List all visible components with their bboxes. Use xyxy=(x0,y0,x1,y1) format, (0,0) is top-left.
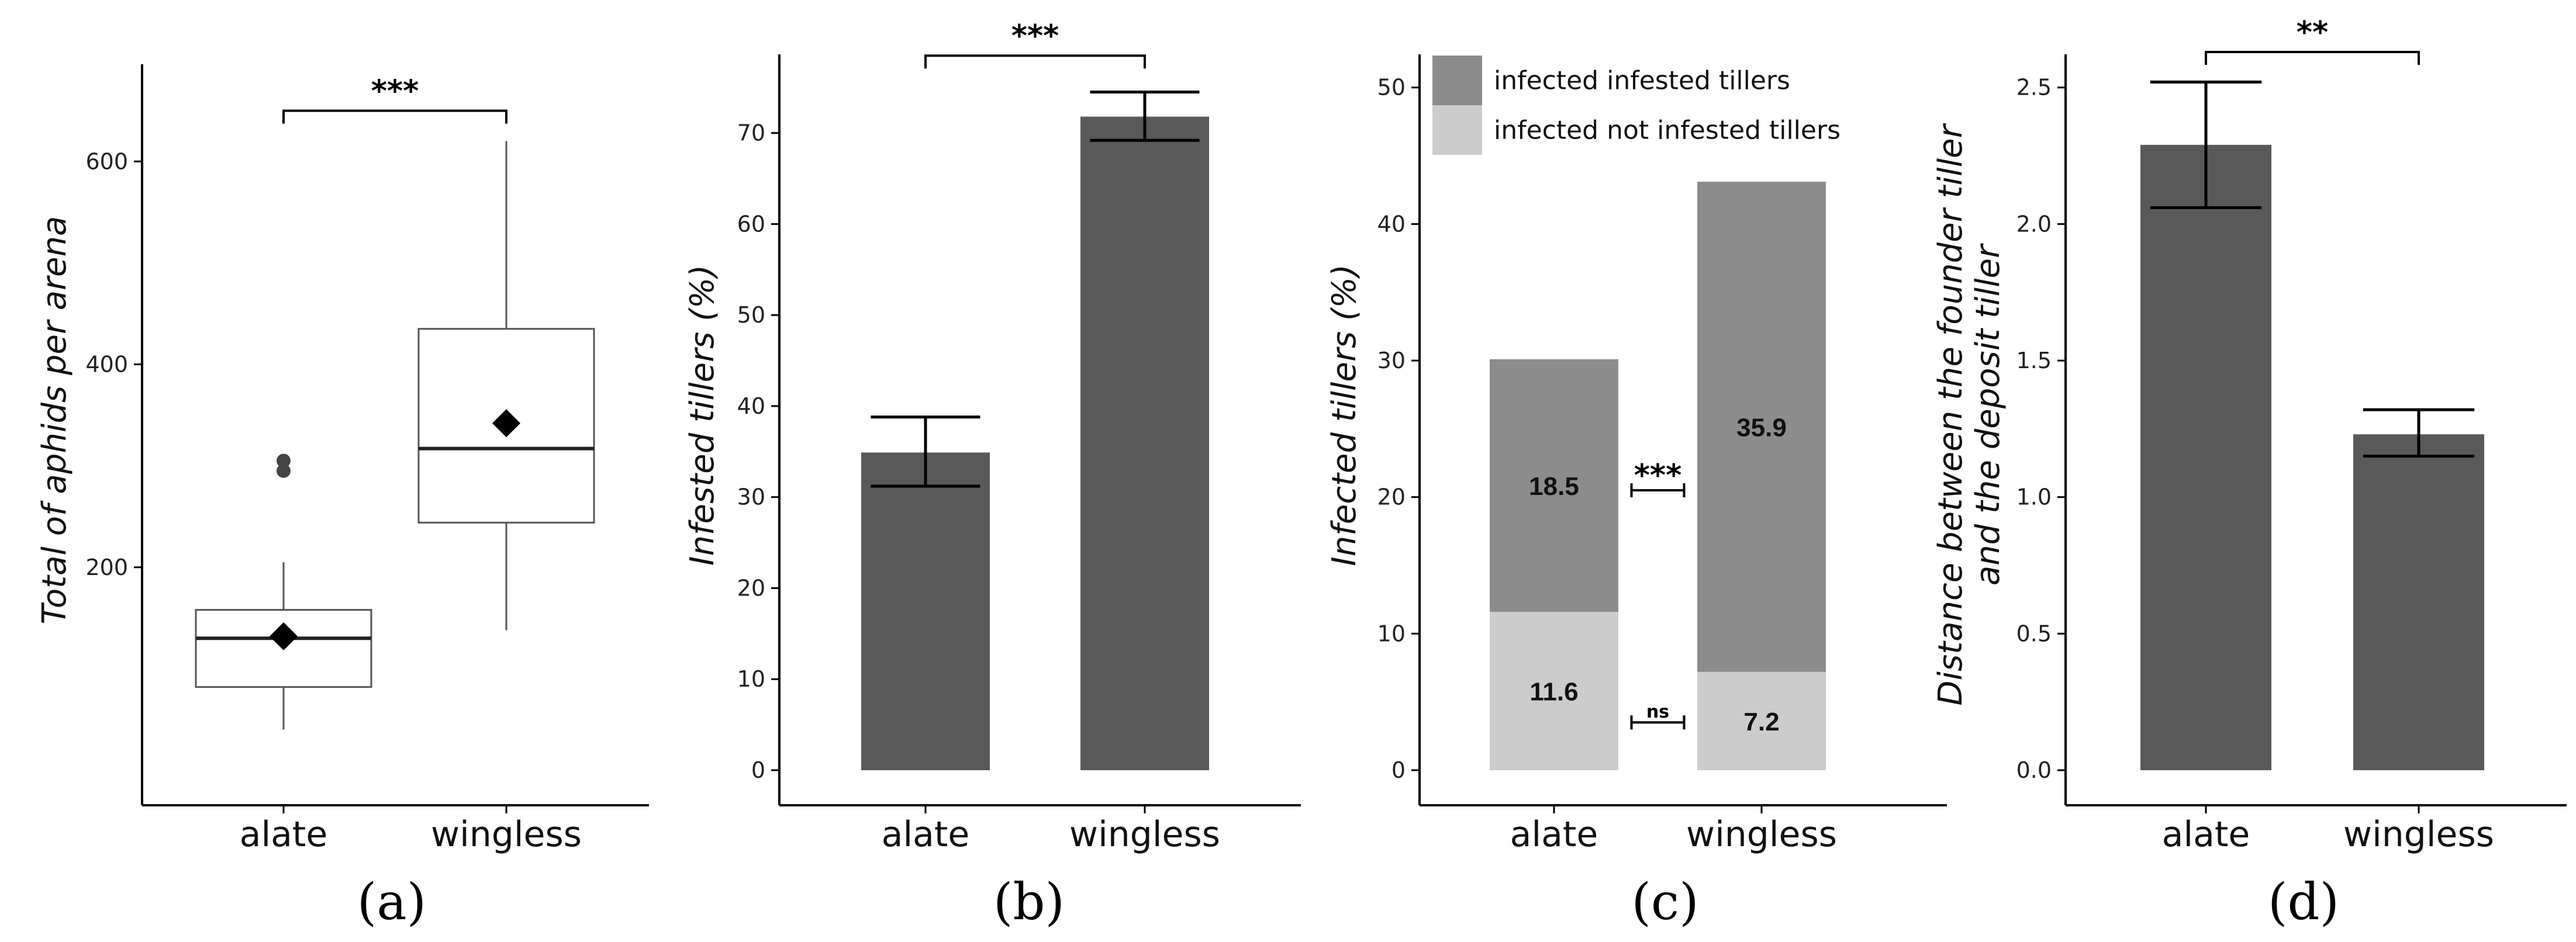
x-category-label: alate xyxy=(240,814,328,855)
y-tick-label: 10 xyxy=(1377,621,1406,646)
y-tick-label: 2.0 xyxy=(2016,211,2052,237)
significance-label: *** xyxy=(371,74,419,109)
error-bar xyxy=(2363,408,2475,458)
comparison-bracket xyxy=(1630,715,1686,730)
segment-value-label: 18.5 xyxy=(1529,472,1579,501)
x-category-label: wingless xyxy=(431,814,582,855)
y-axis-title-line: and the deposit tiller xyxy=(1969,243,2007,586)
legend-label: infected infested tillers xyxy=(1494,66,1790,96)
segment-value-label: 35.9 xyxy=(1736,413,1787,442)
y-tick-label: 40 xyxy=(1377,211,1406,237)
bar-wingless xyxy=(1080,116,1209,771)
outlier-point xyxy=(277,453,291,468)
y-tick-label: 50 xyxy=(737,302,765,328)
stack-segment xyxy=(1490,611,1618,770)
x-category-label: alate xyxy=(2162,814,2250,855)
panel-c-stacked-bar-chart: 0 10 20 30 40 50 alate wingless (c) Infected till… xyxy=(1325,54,1947,931)
stack-segment xyxy=(1697,671,1826,770)
comparison-bracket xyxy=(1630,483,1686,498)
y-tick-label: 1.5 xyxy=(2016,348,2052,373)
comparison-label: *** xyxy=(1634,458,1682,493)
panel-letter: (b) xyxy=(993,873,1065,931)
panel-letter: (c) xyxy=(1631,873,1698,931)
stack-segment xyxy=(1697,181,1826,672)
comparison-label: ns xyxy=(1646,702,1669,722)
y-tick-label: 10 xyxy=(737,666,765,692)
y-tick-label: 50 xyxy=(1377,75,1406,101)
bar-alate xyxy=(2140,144,2271,771)
y-tick-label: 20 xyxy=(737,575,765,601)
x-category-label: alate xyxy=(882,814,970,855)
error-bar xyxy=(2150,80,2262,209)
x-category-label: wingless xyxy=(2343,814,2494,855)
x-category-label: wingless xyxy=(1686,814,1837,855)
bar-alate xyxy=(861,452,990,770)
outlier-point xyxy=(277,463,291,478)
mean-marker xyxy=(270,622,298,650)
bar-wingless xyxy=(2353,434,2484,770)
mean-marker xyxy=(492,409,520,438)
error-bar xyxy=(1090,91,1200,142)
y-tick-label: 70 xyxy=(737,120,765,146)
y-tick-label: 40 xyxy=(737,393,765,419)
x-category-label: alate xyxy=(1510,814,1598,855)
significance-bracket xyxy=(282,109,507,124)
segment-value-label: 7.2 xyxy=(1743,708,1779,736)
y-tick-label: 0.0 xyxy=(2016,757,2052,783)
y-tick-label: 400 xyxy=(85,352,128,378)
error-bar xyxy=(871,415,980,488)
stack-segment xyxy=(1490,359,1618,612)
y-tick-label: 20 xyxy=(1377,484,1406,510)
panel-letter: (d) xyxy=(2268,873,2339,931)
y-tick-label: 0 xyxy=(1391,757,1406,783)
segment-value-label: 11.6 xyxy=(1529,677,1578,706)
y-tick-label: 0 xyxy=(751,757,765,783)
y-axis-title: Infested tillers (%) xyxy=(683,265,721,566)
significance-label: ** xyxy=(2297,15,2328,50)
panel-b-bar-chart: 0 10 20 30 40 50 60 70 alate wingless(b) Infested … xyxy=(683,19,1301,931)
y-tick-label: 2.5 xyxy=(2016,75,2052,101)
y-tick-label: 1.0 xyxy=(2016,484,2052,510)
y-tick-label: 200 xyxy=(85,555,128,580)
panel-d-bar-chart: 0.0 0.5 1.0 1.5 2.0 2.5 alate wingless(d) Distan… xyxy=(1932,15,2567,931)
legend-swatch xyxy=(1432,105,1482,155)
y-tick-label: 30 xyxy=(1377,348,1406,373)
significance-bracket xyxy=(924,54,1146,69)
y-tick-label: 30 xyxy=(737,484,765,510)
y-axis-title: Infected tillers (%) xyxy=(1325,264,1363,566)
significance-bracket xyxy=(2205,50,2420,65)
y-axis-title-line: Distance between the founder tiller xyxy=(1932,123,1970,705)
panel-a-boxplot: 200 400 600 alate wingless(a) Total of aphids… xyxy=(36,64,649,931)
x-category-label: wingless xyxy=(1069,814,1220,855)
legend-swatch xyxy=(1432,56,1482,105)
panel-letter: (a) xyxy=(357,873,426,931)
y-axis-title: Total of aphids per arena xyxy=(36,216,74,625)
y-tick-label: 0.5 xyxy=(2016,621,2052,646)
y-tick-label: 600 xyxy=(85,148,128,174)
legend-label: infected not infested tillers xyxy=(1494,116,1841,146)
y-tick-label: 60 xyxy=(737,211,765,237)
significance-label: *** xyxy=(1011,19,1059,54)
